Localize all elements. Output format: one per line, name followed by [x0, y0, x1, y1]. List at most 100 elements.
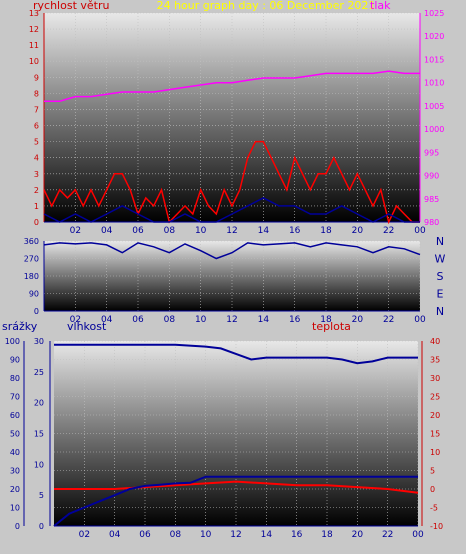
- rainfall-tick-label: 30: [34, 337, 44, 346]
- temperature-tick-label: 15: [430, 430, 440, 439]
- x-tick-label: 16: [289, 226, 301, 236]
- x-tick-label: 08: [164, 315, 176, 325]
- temperature-tick-label: 25: [430, 393, 440, 402]
- rainfall-series-line: [53, 475, 418, 527]
- wind-speed-tick-label: 0: [34, 218, 39, 227]
- x-tick-label: 08: [170, 530, 182, 540]
- pressure-tick-label: 1010: [424, 79, 444, 88]
- x-tick-label: 10: [195, 315, 207, 325]
- rainfall-axis-label: srážky: [2, 320, 38, 333]
- x-tick-label: 00: [414, 226, 426, 236]
- x-tick-label: 18: [320, 226, 332, 236]
- temperature-axis-label: teplota: [312, 320, 351, 333]
- x-tick-label: 10: [195, 226, 207, 236]
- x-tick-label: 12: [226, 226, 237, 236]
- x-tick-label: 22: [383, 315, 394, 325]
- pressure-tick-label: 1015: [424, 55, 444, 64]
- x-tick-label: 00: [414, 315, 426, 325]
- rainfall-tick-label: 20: [34, 399, 44, 408]
- rainfall-tick-label: 0: [39, 522, 44, 531]
- x-tick-label: 20: [352, 226, 364, 236]
- x-tick-label: 14: [258, 226, 270, 236]
- x-tick-label: 06: [132, 226, 144, 236]
- humidity-tick-label: 20: [10, 485, 20, 494]
- direction-tick-label: 180: [24, 272, 39, 281]
- humidity-tick-label: 60: [10, 411, 20, 420]
- temperature-tick-label: 30: [430, 374, 440, 383]
- graph-title: 24 hour graph day : 06 December 2021: [157, 0, 376, 12]
- x-tick-label: 02: [70, 315, 81, 325]
- temperature-series-line: [54, 480, 419, 494]
- temperature-tick-label: 35: [430, 356, 440, 365]
- humidity-tick-label: 0: [15, 522, 20, 531]
- humidity-tick-label: 40: [10, 448, 20, 457]
- x-tick-label: 04: [101, 226, 113, 236]
- compass-direction-label: W: [435, 253, 446, 266]
- wind-speed-tick-label: 8: [34, 89, 39, 98]
- wind-speed-tick-label: 5: [34, 138, 39, 147]
- x-tick-label: 06: [132, 315, 144, 325]
- wind-speed-tick-label: 2: [34, 186, 39, 195]
- x-tick-label: 12: [226, 315, 237, 325]
- direction-tick-label: 270: [24, 255, 39, 264]
- wind-speed-axis-label: rychlost větru: [33, 0, 109, 12]
- rainfall-tick-label: 10: [34, 460, 44, 469]
- wind-series-line: [43, 140, 420, 225]
- compass-direction-label: N: [436, 305, 444, 318]
- wind-speed-tick-label: 13: [29, 9, 39, 18]
- humidity-tick-label: 50: [10, 430, 20, 439]
- humidity-tick-label: 30: [10, 467, 20, 476]
- wind-speed-tick-label: 3: [34, 170, 39, 179]
- x-tick-label: 22: [382, 530, 393, 540]
- temperature-tick-label: 0: [430, 485, 435, 494]
- wind-speed-tick-label: 1: [34, 202, 39, 211]
- x-tick-label: 20: [352, 315, 364, 325]
- x-tick-label: 18: [321, 530, 333, 540]
- wind-speed-tick-label: 12: [29, 25, 39, 34]
- wind-series-line: [43, 197, 420, 223]
- x-tick-label: 20: [352, 530, 364, 540]
- x-tick-label: 18: [320, 315, 332, 325]
- wind-speed-tick-label: 11: [29, 41, 39, 50]
- compass-direction-label: S: [437, 270, 444, 283]
- temperature-tick-label: 5: [430, 467, 435, 476]
- x-tick-label: 14: [261, 530, 273, 540]
- humidity-tick-label: 100: [5, 337, 20, 346]
- temperature-tick-label: 40: [430, 337, 440, 346]
- humidity-axis-label: vlhkost: [67, 320, 107, 333]
- direction-tick-label: 90: [29, 290, 39, 299]
- x-tick-label: 10: [200, 530, 212, 540]
- x-tick-label: 04: [101, 315, 113, 325]
- temperature-tick-label: 20: [430, 411, 440, 420]
- compass-direction-label: N: [436, 235, 444, 248]
- x-tick-label: 16: [291, 530, 303, 540]
- pressure-tick-label: 1000: [424, 125, 444, 134]
- humidity-tick-label: 70: [10, 393, 20, 402]
- pressure-axis-label: tlak: [370, 0, 391, 12]
- wind-speed-tick-label: 9: [34, 73, 39, 82]
- x-tick-label: 06: [139, 530, 151, 540]
- pressure-tick-label: 990: [424, 172, 439, 181]
- direction-panel-background: [44, 241, 420, 311]
- humidity-tick-label: 90: [10, 356, 20, 365]
- temperature-tick-label: -5: [430, 504, 438, 513]
- x-tick-label: 08: [164, 226, 176, 236]
- x-tick-label: 04: [109, 530, 121, 540]
- humidity-tick-label: 80: [10, 374, 20, 383]
- pressure-tick-label: 1025: [424, 9, 444, 18]
- pressure-tick-label: 985: [424, 195, 439, 204]
- wind-speed-tick-label: 10: [29, 57, 39, 66]
- temperature-tick-label: 10: [430, 448, 440, 457]
- compass-direction-label: E: [437, 288, 444, 301]
- pressure-series-line: [44, 70, 420, 102]
- pressure-tick-label: 1005: [424, 102, 444, 111]
- temperature-tick-label: -10: [430, 522, 443, 531]
- x-tick-label: 22: [383, 226, 394, 236]
- wind-speed-tick-label: 4: [34, 154, 39, 163]
- direction-tick-label: 360: [24, 237, 39, 246]
- x-tick-label: 16: [289, 315, 301, 325]
- x-tick-label: 12: [230, 530, 241, 540]
- pressure-tick-label: 1020: [424, 32, 444, 41]
- direction-tick-label: 0: [34, 307, 39, 316]
